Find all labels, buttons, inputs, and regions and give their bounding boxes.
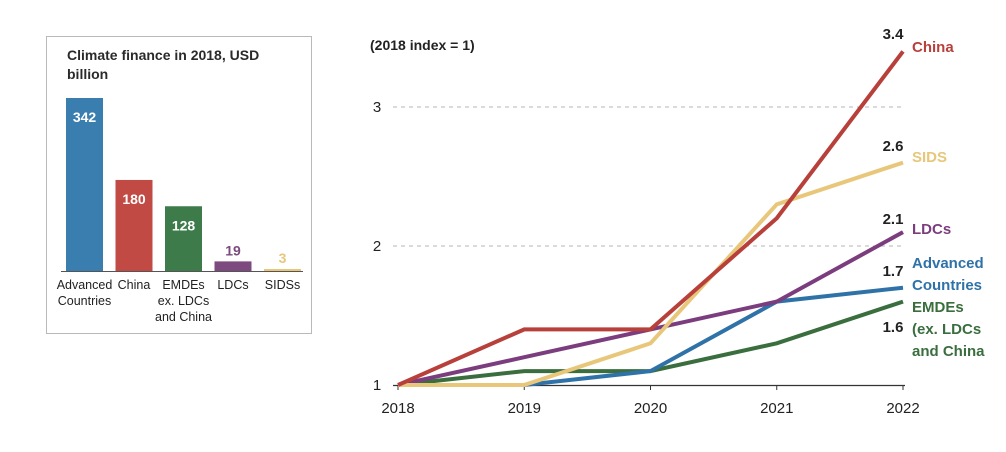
x-tick-label: 2022	[886, 400, 919, 417]
bar-chart-panel: Climate finance in 2018, USD billion 342…	[46, 36, 312, 334]
bar-category-label: and China	[155, 310, 212, 324]
series-name-label: EMDEs (ex. LDCs and China	[912, 299, 985, 360]
bar-category-label: ex. LDCs	[158, 294, 209, 308]
bar-category-label: EMDEs	[162, 278, 204, 292]
x-tick-label: 2019	[508, 400, 541, 417]
bar-category-label: Countries	[58, 294, 112, 308]
bar-category-label: China	[118, 278, 151, 292]
series-line-china	[397, 50, 905, 387]
bar-4	[264, 269, 301, 271]
bar-1	[115, 179, 153, 271]
bar-value-label: 19	[225, 242, 241, 258]
series-name-label: SIDS	[912, 149, 947, 166]
bar-value-label: 180	[122, 191, 146, 207]
bar-chart: 342 Advanced Countries 180 China 128 EMDEs ex. …	[57, 98, 303, 324]
bar-value-label: 342	[73, 109, 97, 125]
end-value-label: 1.6	[883, 319, 904, 336]
bar-value-label: 3	[279, 250, 287, 266]
y-tick-label: 1	[373, 377, 381, 394]
x-tick-label: 2020	[634, 400, 667, 417]
bar-category-label: Advanced	[57, 278, 113, 292]
bar-value-label: 128	[172, 217, 196, 233]
bar-category-label: SIDSs	[265, 278, 300, 292]
line-chart-title: (2018 index = 1)	[370, 37, 475, 53]
y-tick-label: 3	[373, 99, 381, 116]
series-name-label: China	[912, 39, 954, 56]
bar-chart-title: Climate finance in 2018, USD billion	[67, 47, 260, 82]
series-name-label: LDCs	[912, 221, 951, 238]
bar-category-label: LDCs	[217, 278, 248, 292]
series-line-ldcs	[397, 230, 904, 387]
end-value-label: 1.7	[883, 263, 904, 280]
x-tick-label: 2018	[381, 400, 414, 417]
x-tick-label: 2021	[760, 400, 793, 417]
end-value-label: 2.1	[883, 211, 904, 228]
bar-2	[165, 206, 202, 271]
y-tick-label: 2	[373, 238, 381, 255]
series-name-label: Advanced Countries	[912, 255, 984, 294]
bar-0	[66, 98, 103, 271]
bar-3	[214, 261, 252, 271]
series-line-sids	[398, 160, 904, 387]
end-value-label: 3.4	[883, 26, 905, 43]
end-value-label: 2.6	[883, 138, 904, 155]
